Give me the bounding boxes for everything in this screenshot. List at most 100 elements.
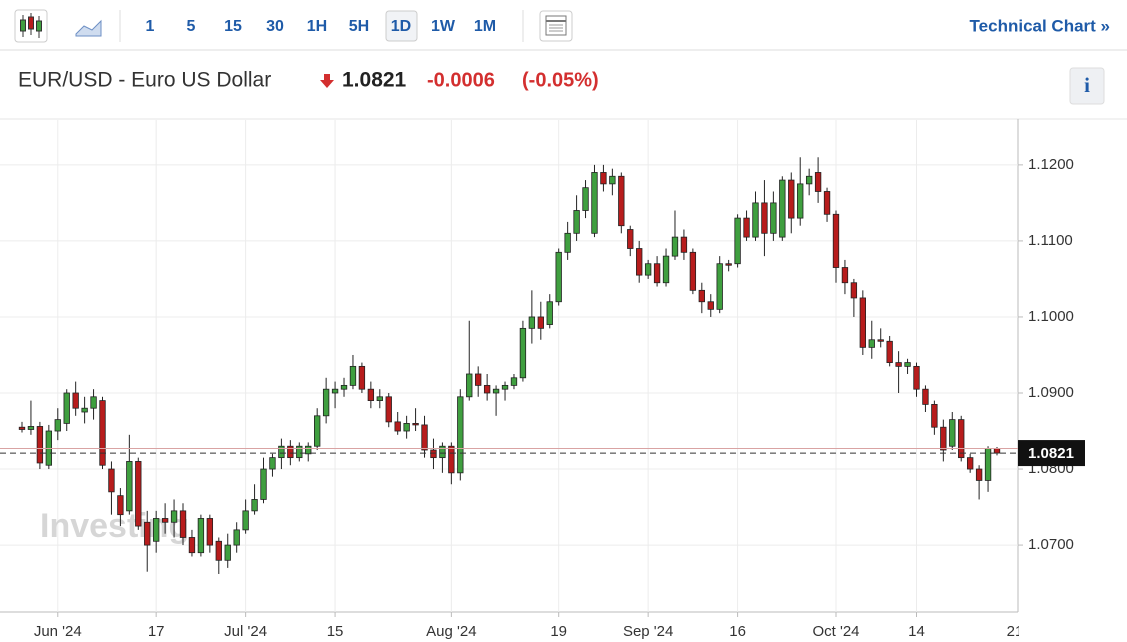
candle-body	[269, 457, 276, 470]
candle-body	[949, 419, 956, 447]
candle-body	[170, 510, 178, 523]
candle-body	[27, 426, 35, 430]
candle-body	[161, 518, 169, 523]
area-icon[interactable]	[75, 19, 102, 37]
candle-body	[859, 297, 866, 348]
candle-body	[877, 339, 884, 342]
candle-body	[537, 316, 544, 329]
candle-body	[215, 540, 222, 561]
technical-chart-link[interactable]: Technical Chart »	[970, 16, 1110, 35]
candle-body	[564, 232, 571, 253]
candle-body	[224, 544, 231, 561]
down-arrow	[320, 74, 334, 88]
candle-body	[81, 407, 88, 413]
candle-body	[430, 449, 437, 459]
candle-body	[609, 175, 616, 185]
x-tick-label: Oct '24	[812, 623, 859, 640]
candle-body	[99, 400, 106, 466]
selected-interval-box	[385, 10, 418, 42]
info-button[interactable]	[1069, 67, 1105, 105]
x-tick-label: 14	[908, 623, 925, 640]
candle-body	[707, 301, 714, 310]
interval[interactable]: 1	[146, 18, 155, 35]
x-tick-label: Jul '24	[224, 623, 267, 640]
candle-body	[636, 248, 643, 276]
candle-body	[662, 255, 670, 284]
candle-body	[680, 236, 688, 253]
candle-body	[582, 187, 589, 211]
candle-body	[322, 388, 330, 417]
x-tick-label: Aug '24	[426, 623, 476, 640]
interval[interactable]: 5	[187, 18, 196, 35]
candle-body	[752, 202, 759, 238]
candle-body	[618, 175, 625, 227]
interval[interactable]: 1M	[474, 18, 496, 35]
candle-body	[958, 419, 965, 459]
interval[interactable]: 15	[224, 18, 242, 35]
candle-body	[510, 377, 518, 386]
interval[interactable]: 1W	[431, 18, 456, 35]
candle-body	[770, 202, 777, 234]
candle-body	[779, 179, 786, 238]
table-icon[interactable]	[539, 10, 573, 42]
candle-body	[457, 396, 464, 474]
x-tick-label: 16	[729, 623, 746, 640]
candle-body	[528, 316, 536, 329]
candle-body	[492, 388, 500, 394]
candle-body	[913, 365, 920, 390]
candle-body	[904, 362, 911, 367]
candle-body	[788, 179, 795, 219]
candle-body	[278, 445, 285, 459]
candle-body	[439, 445, 446, 459]
y-tick-label: 1.0900	[1028, 384, 1074, 401]
candle-body	[466, 373, 473, 398]
candle-body	[573, 210, 580, 234]
x-tick-label: 15	[327, 623, 344, 640]
info-icon[interactable]: i	[1084, 73, 1090, 97]
candlestick-icon[interactable]	[14, 9, 48, 43]
y-tick-label: 1.1000	[1028, 308, 1074, 325]
candle-body	[671, 236, 679, 257]
last-price-label: 1.0821	[1028, 445, 1074, 462]
candle-body	[367, 388, 375, 401]
candle-body	[922, 388, 929, 405]
candle-body	[179, 510, 187, 538]
x-tick-label: 17	[148, 623, 165, 640]
candle-body	[725, 263, 732, 266]
candle-body	[54, 419, 61, 432]
interval[interactable]: 30	[266, 18, 284, 35]
candle-body	[984, 448, 992, 481]
interval[interactable]: 1H	[307, 18, 327, 35]
candle-body	[36, 426, 44, 464]
candle-body	[63, 392, 70, 424]
candle-body	[251, 499, 258, 512]
candle-body	[242, 510, 249, 531]
y-tick-label: 1.1100	[1028, 232, 1073, 249]
candle-body	[546, 301, 553, 325]
candle-body	[644, 263, 652, 276]
price-change-pct: (-0.05%)	[522, 69, 599, 91]
candle-body	[805, 175, 813, 185]
y-tick-label: 1.0700	[1028, 536, 1074, 553]
candle-body	[823, 191, 831, 215]
candle-body	[448, 445, 455, 474]
candle-body	[653, 263, 661, 284]
last-price: 1.0821	[342, 69, 407, 92]
candle-body	[349, 365, 357, 386]
candle-body	[260, 468, 267, 500]
candle-body	[144, 521, 151, 546]
interval-selected[interactable]: 1D	[391, 18, 411, 35]
candle-body	[188, 537, 196, 554]
x-tick-label: 19	[550, 623, 567, 640]
candle-body	[483, 384, 491, 394]
quote-header: EUR/USD - Euro US Dollar 1.0821 -0.0006 …	[18, 67, 1105, 105]
x-tick-label: 21	[1007, 623, 1024, 640]
candle-body	[555, 251, 562, 303]
candle-body	[108, 468, 115, 493]
interval[interactable]: 5H	[349, 18, 369, 35]
y-tick-label: 1.1200	[1028, 156, 1074, 173]
candle-body	[287, 445, 294, 459]
candle-body	[698, 289, 705, 303]
candle-body	[966, 457, 974, 470]
